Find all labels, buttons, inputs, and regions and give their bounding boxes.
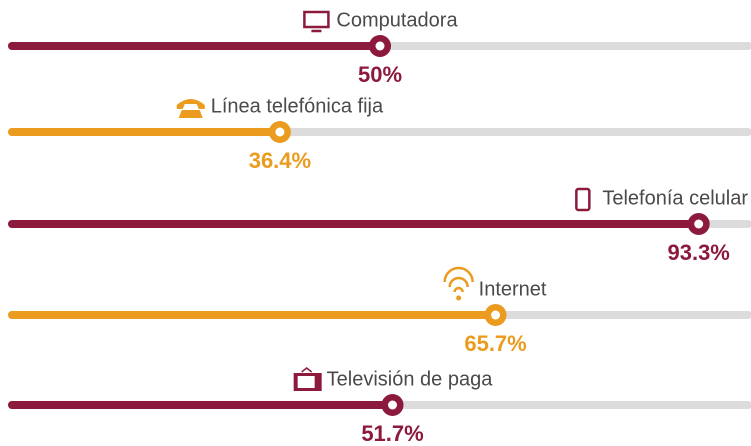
label-group: Computadora [303, 9, 458, 33]
icon-shape [301, 367, 313, 373]
knob-center [694, 219, 704, 229]
label-group: Televisión de paga [293, 367, 494, 391]
label-group: Telefonía celular [575, 187, 748, 212]
category-label: Línea telefónica fija [211, 95, 384, 117]
icon-shape [303, 10, 330, 29]
icon-shape [176, 99, 205, 118]
value-label: 93.3% [667, 240, 729, 265]
category-label: Computadora [336, 9, 458, 31]
icon-shape [456, 295, 462, 301]
category-label: Telefonía celular [602, 187, 748, 209]
icon-shape [453, 286, 464, 293]
icon-shape [448, 276, 469, 288]
value-label: 36.4% [249, 148, 311, 173]
icon-shape [297, 376, 315, 388]
icon-shape [575, 187, 591, 212]
category-label: Internet [479, 278, 547, 300]
label-group: Internet [443, 266, 547, 301]
label-group: Línea telefónica fija [176, 95, 384, 118]
knob-center [388, 400, 398, 410]
knob-center [491, 310, 501, 320]
knob-center [375, 41, 385, 51]
value-label: 51.7% [361, 421, 423, 446]
value-label: 65.7% [464, 331, 526, 356]
icon-shape [443, 266, 474, 283]
value-label: 50% [358, 62, 402, 87]
knob-center [275, 127, 285, 137]
category-label: Televisión de paga [327, 368, 494, 390]
